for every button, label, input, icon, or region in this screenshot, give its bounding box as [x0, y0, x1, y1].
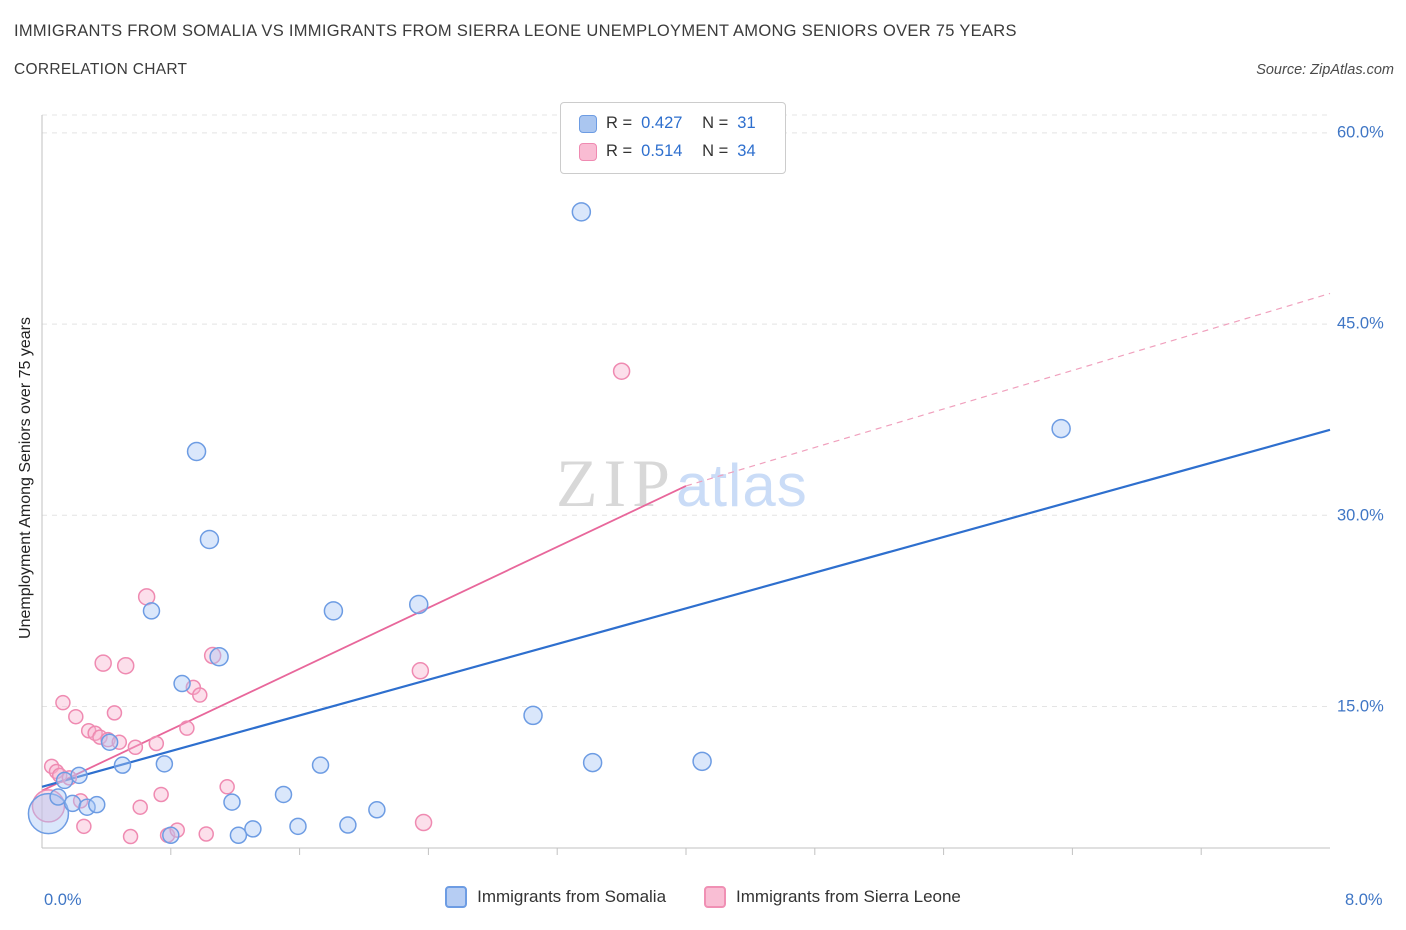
point-somalia: [368, 801, 386, 819]
point-somalia: [113, 756, 132, 774]
r-value: 0.427: [641, 114, 683, 132]
point-somalia: [692, 751, 712, 772]
point-somalia: [70, 766, 88, 785]
point-somalia: [55, 771, 74, 790]
trend-line: [41, 485, 687, 792]
point-sierra-leone: [198, 826, 214, 842]
point-sierra-leone: [612, 362, 631, 380]
point-somalia: [209, 647, 229, 667]
x-tick-min: 0.0%: [44, 891, 82, 909]
trend-line: [685, 292, 1331, 487]
somalia-swatch-icon: [445, 886, 468, 908]
legend-item-label: Immigrants from Sierra Leone: [736, 887, 961, 906]
point-somalia: [571, 202, 592, 222]
point-sierra-leone: [148, 735, 165, 752]
point-sierra-leone: [127, 739, 144, 756]
legend-row-somalia: R = 0.427 N = 31: [579, 114, 767, 133]
point-somalia: [229, 826, 248, 845]
page-subtitle: CORRELATION CHART: [14, 61, 188, 78]
watermark: ZIPatlas: [556, 444, 808, 523]
point-sierra-leone: [122, 828, 139, 845]
legend-item-somalia: Immigrants from Somalia: [445, 886, 666, 908]
point-somalia: [173, 674, 191, 693]
point-somalia: [100, 733, 119, 751]
point-somalia: [274, 785, 293, 804]
watermark-atlas: atlas: [676, 452, 808, 519]
series-legend: Immigrants from Somalia Immigrants from …: [0, 886, 1406, 908]
point-sierra-leone: [414, 813, 433, 832]
page-title: IMMIGRANTS FROM SOMALIA VS IMMIGRANTS FR…: [14, 22, 1017, 40]
point-sierra-leone: [106, 705, 123, 721]
sierra-leone-swatch-icon: [579, 142, 597, 161]
r-label: R =: [606, 142, 633, 160]
point-sierra-leone: [132, 799, 148, 815]
point-sierra-leone: [219, 779, 235, 795]
point-sierra-leone: [192, 687, 208, 703]
point-somalia: [1051, 418, 1071, 439]
point-somalia: [162, 826, 180, 845]
point-somalia: [311, 756, 330, 774]
legend-item-label: Immigrants from Somalia: [477, 887, 667, 906]
point-somalia: [582, 752, 603, 773]
point-somalia: [408, 594, 429, 615]
point-sierra-leone: [55, 694, 71, 711]
point-somalia: [63, 794, 82, 813]
n-value: 34: [737, 142, 756, 160]
trend-line: [41, 428, 1331, 788]
legend-row-sierra-leone: R = 0.514 N = 34: [579, 142, 767, 161]
point-somalia: [244, 820, 262, 838]
y-tick-60: 60.0%: [1337, 123, 1384, 142]
point-sierra-leone: [94, 654, 112, 672]
point-somalia: [323, 601, 344, 621]
point-somalia: [87, 795, 106, 814]
point-sierra-leone: [179, 720, 195, 736]
r-value: 0.514: [641, 142, 683, 160]
point-somalia: [289, 817, 307, 836]
point-sierra-leone: [68, 708, 84, 725]
n-label: N =: [702, 114, 729, 132]
n-label: N =: [702, 142, 729, 160]
point-sierra-leone: [116, 656, 135, 675]
point-somalia: [142, 602, 161, 620]
point-sierra-leone: [411, 662, 430, 680]
x-tick-max: 8.0%: [1345, 891, 1383, 909]
n-value: 31: [737, 114, 756, 132]
point-somalia: [27, 792, 70, 835]
point-sierra-leone: [153, 786, 169, 803]
point-somalia: [186, 441, 207, 462]
point-sierra-leone: [111, 734, 128, 750]
point-somalia: [523, 705, 543, 726]
watermark-zip: ZIP: [556, 445, 676, 521]
y-tick-45: 45.0%: [1337, 314, 1384, 333]
sierra-leone-swatch-icon: [704, 886, 727, 908]
point-somalia: [223, 793, 241, 811]
point-somalia: [339, 816, 357, 834]
point-sierra-leone: [76, 818, 92, 835]
y-tick-15: 15.0%: [1337, 697, 1384, 716]
point-somalia: [155, 755, 174, 773]
r-label: R =: [606, 114, 633, 132]
y-tick-30: 30.0%: [1337, 506, 1384, 525]
legend-item-sierra-leone: Immigrants from Sierra Leone: [704, 886, 961, 908]
somalia-swatch-icon: [579, 114, 597, 133]
correlation-legend: R = 0.427 N = 31 R = 0.514 N = 34: [560, 102, 787, 174]
source-attribution: Source: ZipAtlas.com: [1256, 62, 1394, 78]
point-somalia: [49, 788, 67, 806]
point-somalia: [199, 529, 220, 550]
